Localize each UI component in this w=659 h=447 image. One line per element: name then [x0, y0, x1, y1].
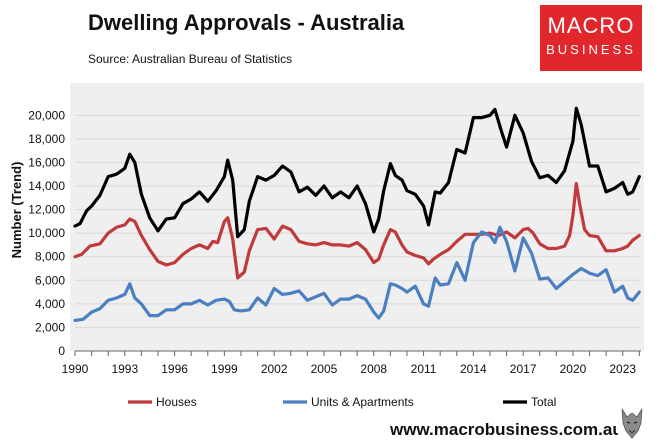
- chart-source: Source: Australian Bureau of Statistics: [88, 52, 293, 66]
- logo-line-2: BUSINESS: [546, 42, 636, 57]
- legend: Houses Units & Apartments Total: [128, 395, 556, 409]
- x-tick-label: 1990: [62, 362, 89, 376]
- y-tick-label: 4,000: [35, 297, 65, 311]
- gridlines: [75, 114, 641, 328]
- series-line-units-apartments: [73, 225, 641, 322]
- plot-area: [70, 83, 644, 351]
- x-tick-label: 2002: [261, 362, 288, 376]
- x-tick-label: 1996: [161, 362, 188, 376]
- y-tick-label: 20,000: [28, 108, 65, 122]
- legend-label: Houses: [156, 395, 197, 409]
- y-axis-title: Number (Trend): [9, 162, 24, 259]
- y-axis-ticks: 0 2,000 4,000 6,000 8,000 10,000 12,000 14,000 1…: [28, 108, 65, 358]
- y-tick-label: 2,000: [35, 320, 65, 334]
- chart-title: Dwelling Approvals - Australia: [88, 10, 405, 35]
- y-tick-label: 12,000: [28, 203, 65, 217]
- x-tick-label: 2020: [560, 362, 587, 376]
- series-line-houses: [73, 182, 641, 280]
- y-tick-label: 10,000: [28, 226, 65, 240]
- legend-label: Units & Apartments: [311, 395, 414, 409]
- y-tick-label: 14,000: [28, 179, 65, 193]
- logo-line-1: MACRO: [547, 13, 635, 38]
- x-tick-label: 1999: [211, 362, 238, 376]
- y-tick-label: 8,000: [35, 250, 65, 264]
- x-tick-label: 1993: [111, 362, 138, 376]
- footer-url[interactable]: www.macrobusiness.com.au: [390, 420, 623, 439]
- x-tick-label: 2011: [411, 362, 437, 376]
- x-tick-label: 2005: [311, 362, 338, 376]
- x-tick-label: 2008: [360, 362, 387, 376]
- y-tick-label: 0: [58, 344, 65, 358]
- series-line-total: [73, 106, 641, 239]
- legend-label: Total: [531, 395, 556, 409]
- y-tick-label: 6,000: [35, 273, 65, 287]
- data-series: [73, 106, 641, 322]
- y-tick-label: 18,000: [28, 132, 65, 146]
- x-axis-ticks: 1990 1993 1996 1999 2002 2005 2008 2011 2014 2017…: [62, 351, 640, 376]
- y-tick-label: 16,000: [28, 155, 65, 169]
- x-tick-label: 2014: [460, 362, 487, 376]
- wolf-logo-icon: [618, 405, 646, 441]
- x-tick-label: 2017: [510, 362, 537, 376]
- brand-logo[interactable]: MACRO BUSINESS: [540, 5, 642, 71]
- x-tick-label: 2023: [609, 362, 636, 376]
